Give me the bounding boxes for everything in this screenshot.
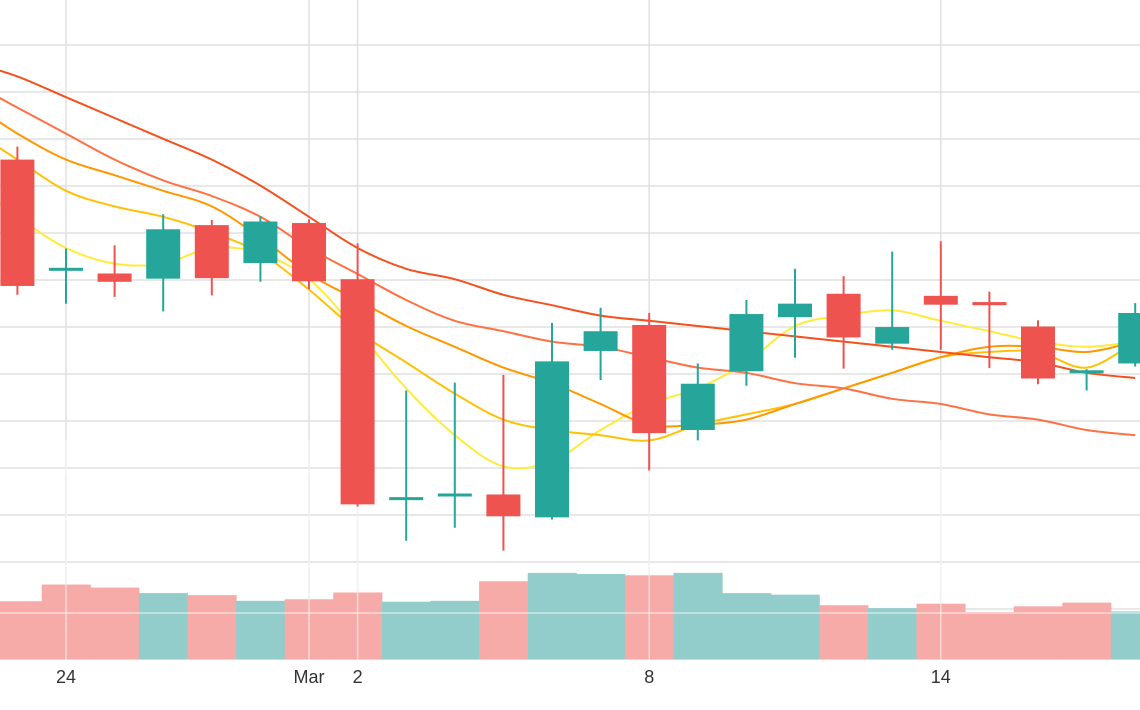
grid-lines-over-volume (0, 440, 1140, 661)
candle-body (243, 221, 278, 264)
candle (1118, 303, 1140, 367)
x-tick-label: 2 (353, 667, 363, 687)
candle-body (292, 223, 326, 282)
candle (535, 322, 569, 520)
volume-bar (1013, 606, 1063, 660)
candle-body (437, 493, 472, 497)
candle-body (0, 159, 35, 286)
candle (826, 276, 861, 369)
volume-bar (479, 581, 529, 660)
candle-body (1021, 326, 1055, 379)
candle-body (340, 279, 375, 505)
candle (437, 382, 472, 528)
volume-bar (90, 587, 140, 660)
volume-bar (819, 605, 869, 660)
candle-body (194, 225, 229, 279)
candle-body (1118, 313, 1140, 364)
candle (486, 374, 521, 551)
candle-body (389, 497, 424, 501)
moving-average-lines (0, 69, 1136, 470)
candle (632, 313, 667, 471)
candle (194, 219, 229, 296)
moving-average-line (0, 96, 1136, 437)
candle (97, 245, 132, 297)
candlesticks (0, 146, 1140, 551)
volume-bar (1110, 611, 1140, 660)
volume-bar (381, 601, 431, 660)
x-tick-label: 8 (644, 667, 654, 687)
candle (875, 251, 910, 350)
candle (292, 219, 326, 290)
candle (680, 363, 715, 441)
candle (146, 214, 181, 312)
candle (583, 307, 618, 381)
volume-bar (0, 601, 43, 660)
candle (0, 146, 35, 295)
x-tick-label: 24 (56, 667, 76, 687)
candle-body (680, 383, 715, 430)
candle (389, 390, 424, 541)
x-tick-label: 14 (931, 667, 951, 687)
candle-body (146, 229, 181, 279)
candle-body (535, 361, 569, 518)
volume-bar (187, 595, 237, 660)
candle-body (729, 314, 764, 372)
volume-bar (138, 593, 188, 660)
moving-average-line (0, 69, 1136, 379)
candle-body (49, 267, 83, 271)
volume-bar (673, 572, 723, 660)
x-axis: 24Mar28142024 (56, 667, 951, 687)
volume-bar (770, 594, 820, 660)
candle (1021, 320, 1055, 385)
candle-body (97, 273, 132, 282)
volume-bar (576, 573, 626, 660)
candle (340, 243, 375, 507)
candle-body (875, 327, 910, 344)
candle (49, 248, 83, 304)
volume-bars (0, 572, 1140, 660)
volume-bar (430, 600, 480, 660)
volume-bar (527, 572, 577, 660)
candle (1069, 369, 1104, 391)
volume-bar (965, 612, 1015, 660)
candle-body (826, 293, 861, 338)
candle (972, 291, 1007, 369)
candle (778, 268, 812, 358)
candle-body (972, 302, 1007, 306)
moving-average-line (0, 202, 1136, 470)
candle-body (583, 331, 618, 351)
candle-body (486, 494, 521, 517)
candle-body (923, 295, 958, 305)
volume-bar (236, 600, 286, 660)
volume-bar (722, 593, 772, 660)
x-tick-label: Mar (294, 667, 325, 687)
volume-bar (867, 608, 917, 660)
candle-body (632, 324, 667, 434)
candle-body (1069, 370, 1104, 374)
moving-average-line (0, 121, 1136, 428)
grid-lines (0, 0, 1140, 660)
candle (729, 300, 764, 386)
candle (243, 216, 278, 282)
candle (923, 241, 958, 350)
volume-bar (1062, 602, 1112, 660)
candle-body (778, 303, 812, 318)
